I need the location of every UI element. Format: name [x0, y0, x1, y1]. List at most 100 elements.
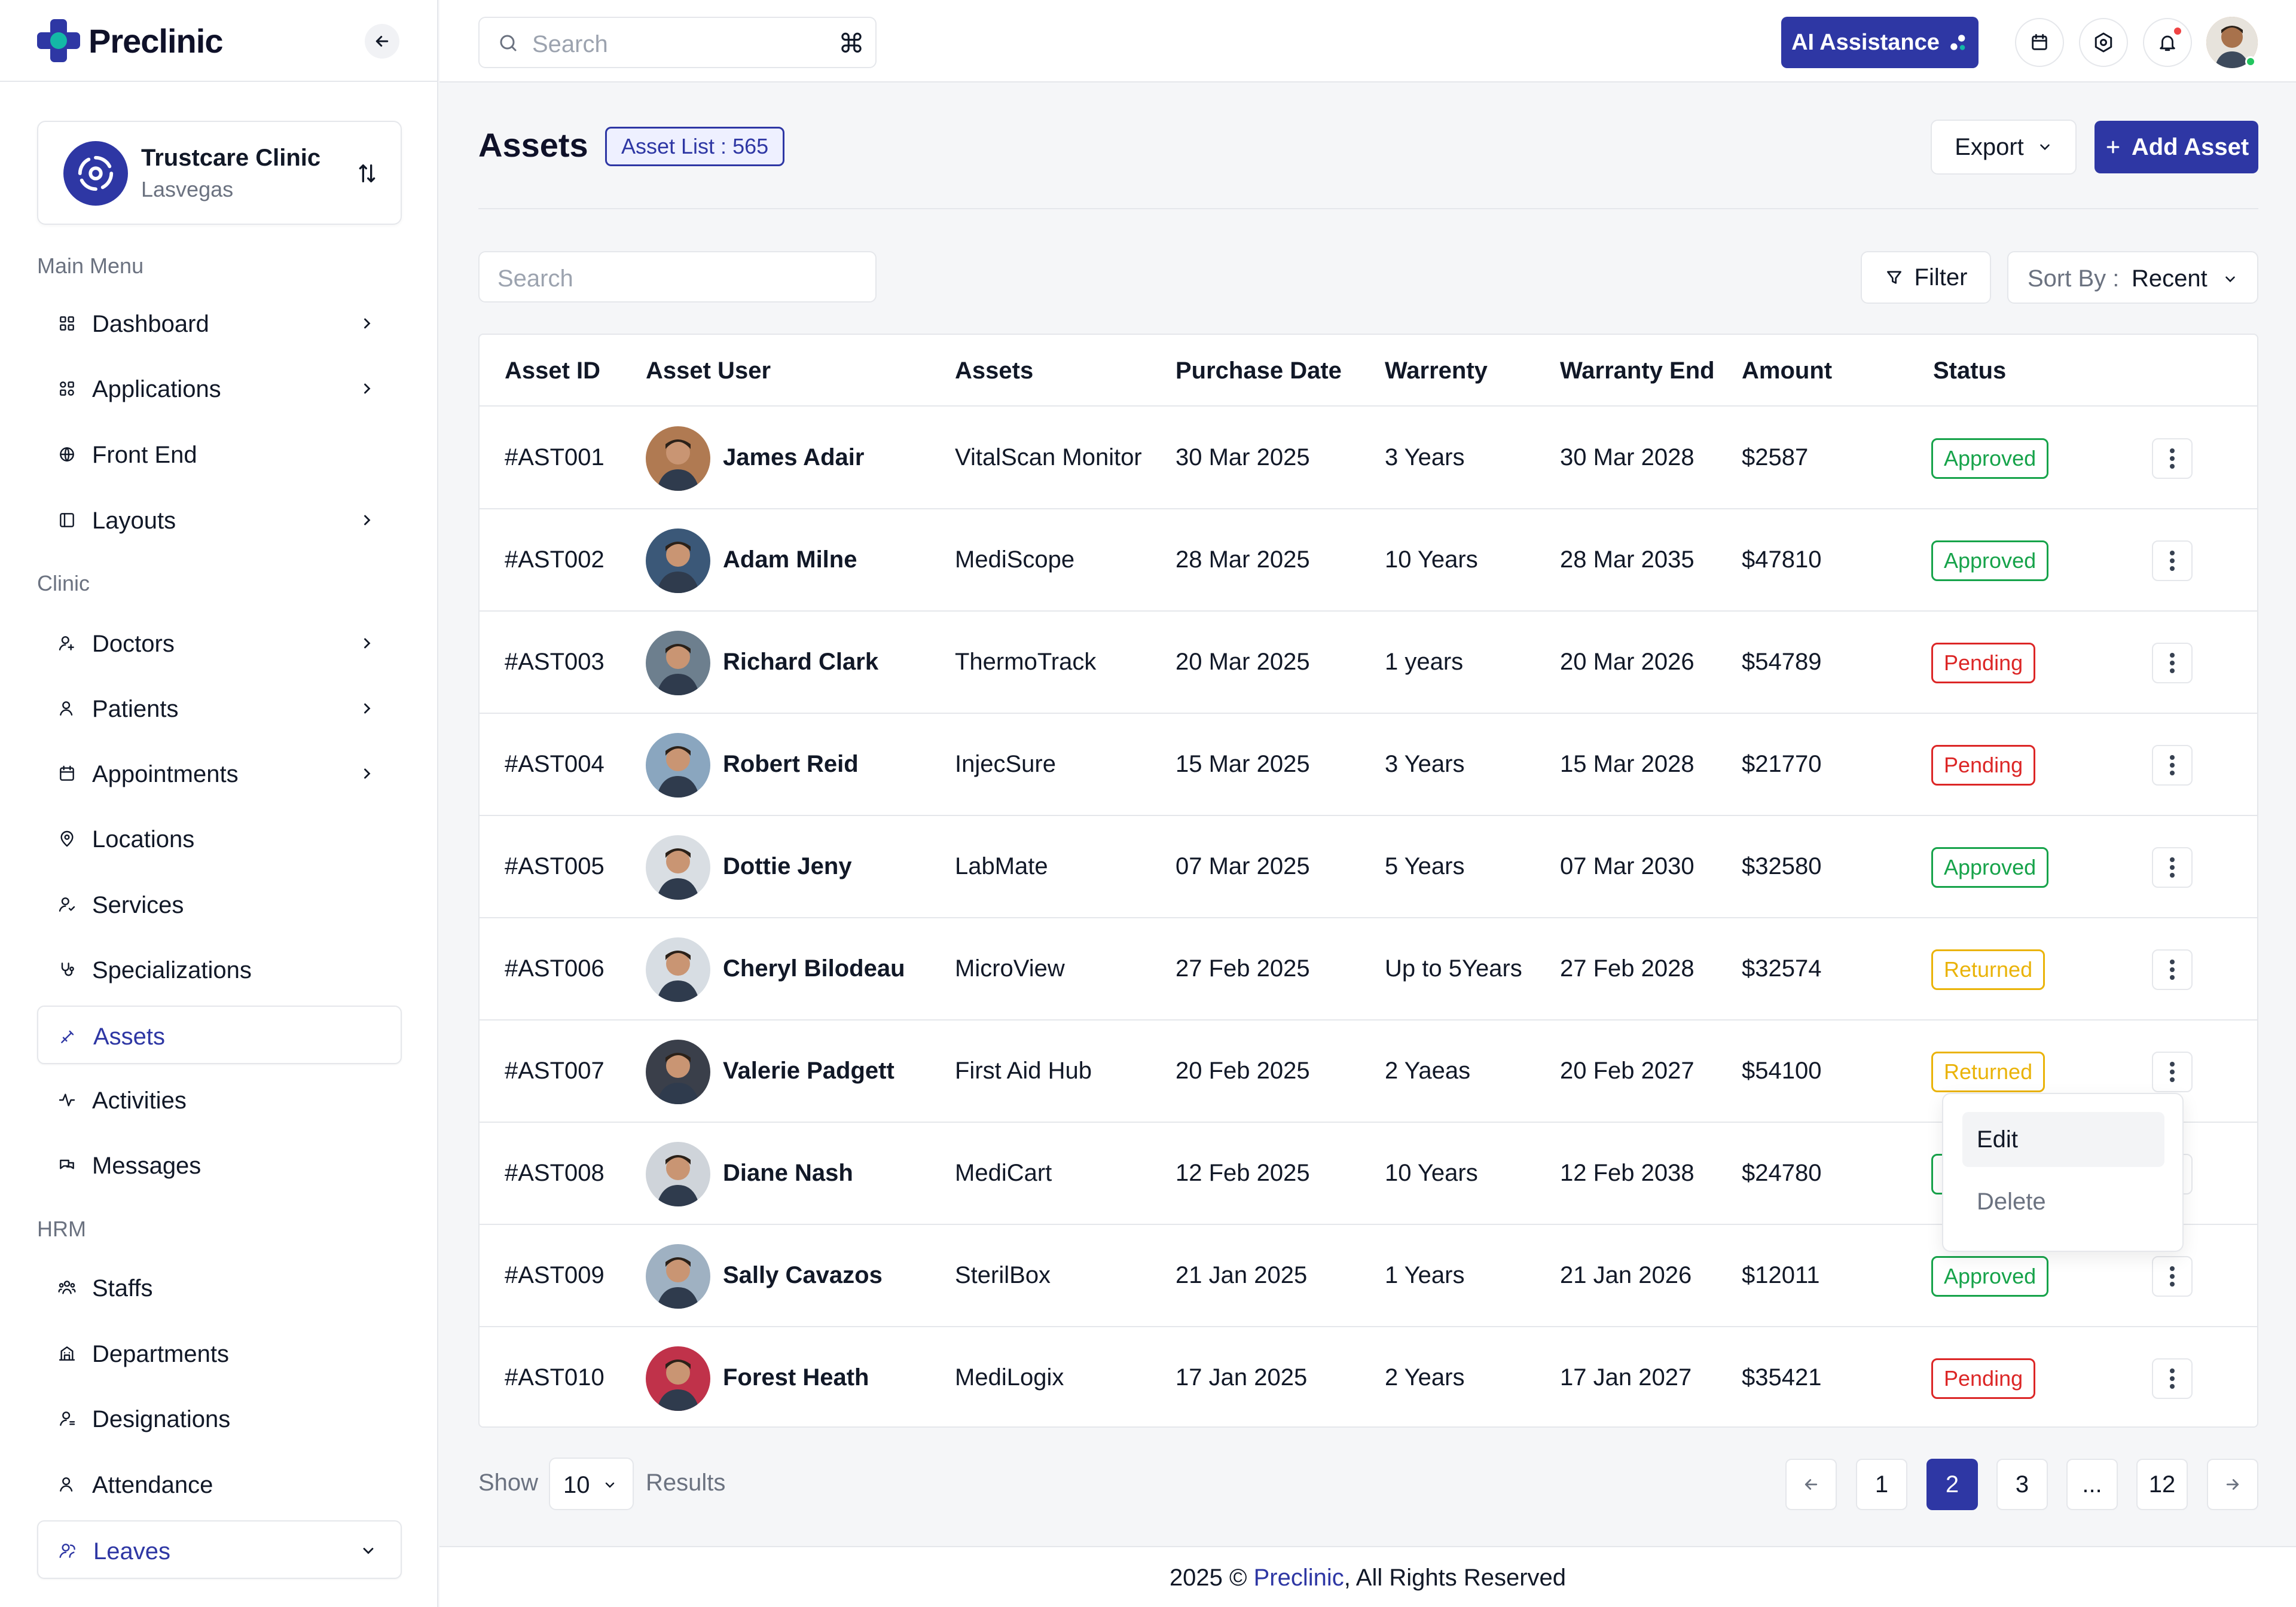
- pagination-ellipsis[interactable]: ...: [2066, 1459, 2118, 1510]
- table-row: #AST006 Cheryl Bilodeau MicroView 27 Feb 20…: [480, 918, 2257, 1021]
- sidebar-item-services[interactable]: Services: [37, 875, 402, 934]
- asset-count-badge: Asset List : 565: [605, 127, 785, 166]
- edit-menu-item[interactable]: Edit: [1962, 1112, 2164, 1167]
- asset-user-name[interactable]: James Adair: [723, 444, 865, 471]
- user-avatar: [646, 631, 710, 695]
- sidebar-item-specializations[interactable]: Specializations: [37, 940, 402, 999]
- app-logo[interactable]: Preclinic: [37, 19, 223, 62]
- ai-assistance-button[interactable]: AI Assistance: [1781, 17, 1979, 68]
- swap-arrows-icon[interactable]: [355, 161, 379, 185]
- sidebar-item-designations[interactable]: Designations: [37, 1389, 402, 1448]
- column-header-assets[interactable]: Assets: [955, 358, 1034, 384]
- asset-id-cell: #AST010: [505, 1364, 604, 1391]
- global-search-input[interactable]: Search ⌘: [478, 17, 877, 68]
- sidebar-item-patients[interactable]: Patients: [37, 679, 402, 738]
- page-button-12[interactable]: 12: [2136, 1459, 2188, 1510]
- sidebar-item-layouts[interactable]: Layouts: [37, 491, 402, 549]
- table-row: #AST009 Sally Cavazos SterilBox 21 Jan 2025…: [480, 1225, 2257, 1327]
- asset-user-name[interactable]: Valerie Padgett: [723, 1058, 894, 1084]
- column-header-warranty-end[interactable]: Warranty End: [1560, 358, 1715, 384]
- page-button-2[interactable]: 2: [1926, 1459, 1978, 1510]
- column-header-purchase-date[interactable]: Purchase Date: [1176, 358, 1342, 384]
- asset-user-name[interactable]: Cheryl Bilodeau: [723, 955, 905, 982]
- user-avatar[interactable]: [2206, 17, 2258, 68]
- warranty-end-cell: 12 Feb 2038: [1560, 1160, 1694, 1186]
- collapse-sidebar-button[interactable]: [365, 24, 399, 59]
- asset-user-name[interactable]: Forest Heath: [723, 1364, 869, 1391]
- clinic-name: Trustcare Clinic: [141, 145, 321, 171]
- row-actions-button[interactable]: [2152, 1256, 2193, 1297]
- page-button-1[interactable]: 1: [1856, 1459, 1907, 1510]
- sidebar-item-locations[interactable]: Locations: [37, 809, 402, 868]
- sidebar-item-messages[interactable]: Messages: [37, 1136, 402, 1194]
- asset-user-name[interactable]: Adam Milne: [723, 546, 857, 573]
- amount-cell: $35421: [1742, 1364, 1822, 1391]
- previous-page-button[interactable]: [1785, 1459, 1837, 1510]
- sidebar-item-leaves[interactable]: Leaves: [37, 1520, 402, 1579]
- next-page-button[interactable]: [2207, 1459, 2258, 1510]
- asset-search-input[interactable]: Search: [478, 251, 877, 303]
- sidebar-item-attendance[interactable]: Attendance: [37, 1455, 402, 1514]
- filter-icon: [1886, 271, 1901, 284]
- table-row: #AST001 James Adair VitalScan Monitor 30 Ma…: [480, 407, 2257, 509]
- row-actions-button[interactable]: [2152, 438, 2193, 479]
- filter-button[interactable]: Filter: [1861, 251, 1991, 304]
- status-badge: Pending: [1931, 643, 2036, 683]
- sidebar-item-front-end[interactable]: Front End: [37, 425, 402, 484]
- asset-user-name[interactable]: Diane Nash: [723, 1160, 853, 1186]
- column-header-asset-id[interactable]: Asset ID: [505, 358, 601, 384]
- page-button-3[interactable]: 3: [1996, 1459, 2048, 1510]
- arrow-left-icon: [375, 36, 389, 47]
- warranty-end-cell: 17 Jan 2027: [1560, 1364, 1692, 1391]
- notifications-button[interactable]: [2143, 18, 2192, 67]
- table-row: #AST010 Forest Heath MediLogix 17 Jan 2025 2…: [480, 1327, 2257, 1429]
- settings-button[interactable]: [2079, 18, 2128, 67]
- column-header-status[interactable]: Status: [1933, 358, 2007, 384]
- asset-user-name[interactable]: Sally Cavazos: [723, 1262, 883, 1288]
- row-actions-button[interactable]: [2152, 1358, 2193, 1399]
- sidebar-item-dashboard[interactable]: Dashboard: [37, 294, 402, 353]
- services-icon: [59, 897, 75, 912]
- calendar-button[interactable]: [2015, 18, 2064, 67]
- sidebar-item-assets[interactable]: Assets: [37, 1006, 402, 1064]
- row-actions-button[interactable]: [2152, 745, 2193, 786]
- purchase-date-cell: 21 Jan 2025: [1176, 1262, 1308, 1288]
- sidebar-item-label: Activities: [92, 1087, 187, 1114]
- sidebar-item-departments[interactable]: Departments: [37, 1324, 402, 1383]
- clinic-switcher[interactable]: Trustcare Clinic Lasvegas: [37, 121, 402, 225]
- sidebar-item-appointments[interactable]: Appointments: [37, 744, 402, 803]
- asset-user-name[interactable]: Richard Clark: [723, 649, 879, 675]
- asset-name-cell: MicroView: [955, 955, 1065, 982]
- row-actions-button[interactable]: [2152, 540, 2193, 581]
- warranty-end-cell: 20 Mar 2026: [1560, 649, 1694, 675]
- column-header-amount[interactable]: Amount: [1742, 358, 1833, 384]
- amount-cell: $32574: [1742, 955, 1822, 982]
- page-size-select[interactable]: 10: [549, 1458, 634, 1510]
- sidebar-item-label: Specializations: [92, 957, 252, 983]
- row-actions-button[interactable]: [2152, 1052, 2193, 1092]
- column-header-warrenty[interactable]: Warrenty: [1385, 358, 1488, 384]
- sidebar-item-staffs[interactable]: Staffs: [37, 1258, 402, 1317]
- sidebar-item-applications[interactable]: Applications: [37, 359, 402, 418]
- sidebar-item-label: Services: [92, 892, 184, 918]
- asset-user-name[interactable]: Dottie Jeny: [723, 853, 852, 879]
- sort-by-dropdown[interactable]: Sort By : Recent: [2007, 251, 2258, 304]
- asset-name-cell: ThermoTrack: [955, 649, 1097, 675]
- column-header-asset-user[interactable]: Asset User: [646, 358, 771, 384]
- export-dropdown[interactable]: Export: [1931, 120, 2077, 175]
- apps-icon: [60, 381, 74, 396]
- row-actions-button[interactable]: [2152, 949, 2193, 990]
- sidebar-item-activities[interactable]: Activities: [37, 1071, 402, 1129]
- sidebar-item-doctors[interactable]: Doctors: [37, 614, 402, 673]
- chevron-down-icon: [605, 1482, 615, 1488]
- row-actions-button[interactable]: [2152, 643, 2193, 683]
- add-asset-button[interactable]: Add Asset: [2095, 121, 2258, 173]
- footer-brand-link[interactable]: Preclinic: [1253, 1565, 1344, 1591]
- purchase-date-cell: 20 Feb 2025: [1176, 1058, 1310, 1084]
- warranty-end-cell: 21 Jan 2026: [1560, 1262, 1692, 1288]
- calendar-icon: [2032, 33, 2047, 50]
- asset-user-name[interactable]: Robert Reid: [723, 751, 859, 777]
- asset-id-cell: #AST008: [505, 1160, 604, 1186]
- delete-menu-item[interactable]: Delete: [1977, 1189, 2046, 1215]
- row-actions-button[interactable]: [2152, 847, 2193, 888]
